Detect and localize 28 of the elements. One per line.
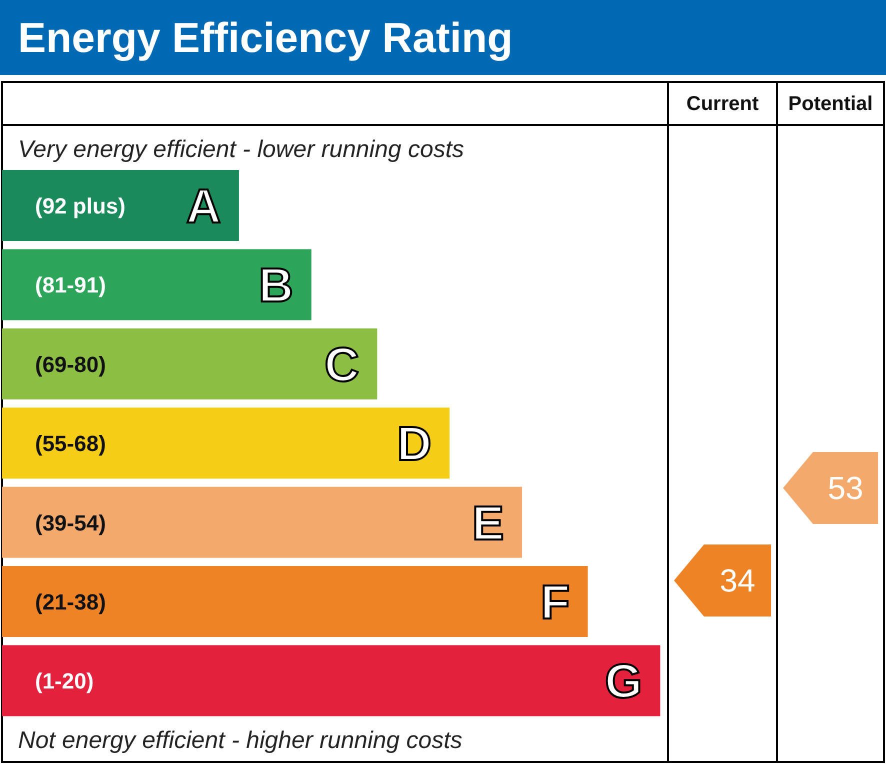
text: Current xyxy=(686,93,759,115)
annotation: F xyxy=(540,576,570,630)
annotation: D xyxy=(396,418,432,472)
text: 53 xyxy=(828,470,864,506)
annotation: E xyxy=(472,497,504,550)
y-tick-label: (69-80) xyxy=(35,352,106,377)
y-tick-label: (1-20) xyxy=(35,668,94,694)
annotation: G xyxy=(604,656,642,709)
y-tick-label: (39-54) xyxy=(35,510,106,536)
bar xyxy=(2,645,660,716)
text: Very energy efficient - lower running costs xyxy=(18,136,464,163)
annotation: C xyxy=(324,338,360,392)
bar xyxy=(2,170,239,241)
chart-title: Energy Efficiency Rating xyxy=(18,14,513,61)
text: Potential xyxy=(788,93,873,115)
y-tick-label: (92 plus) xyxy=(35,194,126,218)
annotation: A xyxy=(186,180,221,234)
text: Not energy efficient - higher running costs xyxy=(18,727,462,754)
bar xyxy=(2,408,450,479)
y-tick-label: (21-38) xyxy=(35,590,106,614)
bar xyxy=(2,566,588,637)
text: 34 xyxy=(720,562,756,599)
annotation: B xyxy=(258,260,294,313)
y-tick-label: (81-91) xyxy=(35,272,106,298)
bar xyxy=(2,486,522,558)
y-tick-label: (55-68) xyxy=(35,431,106,456)
bar xyxy=(2,328,378,400)
bar xyxy=(2,249,312,320)
